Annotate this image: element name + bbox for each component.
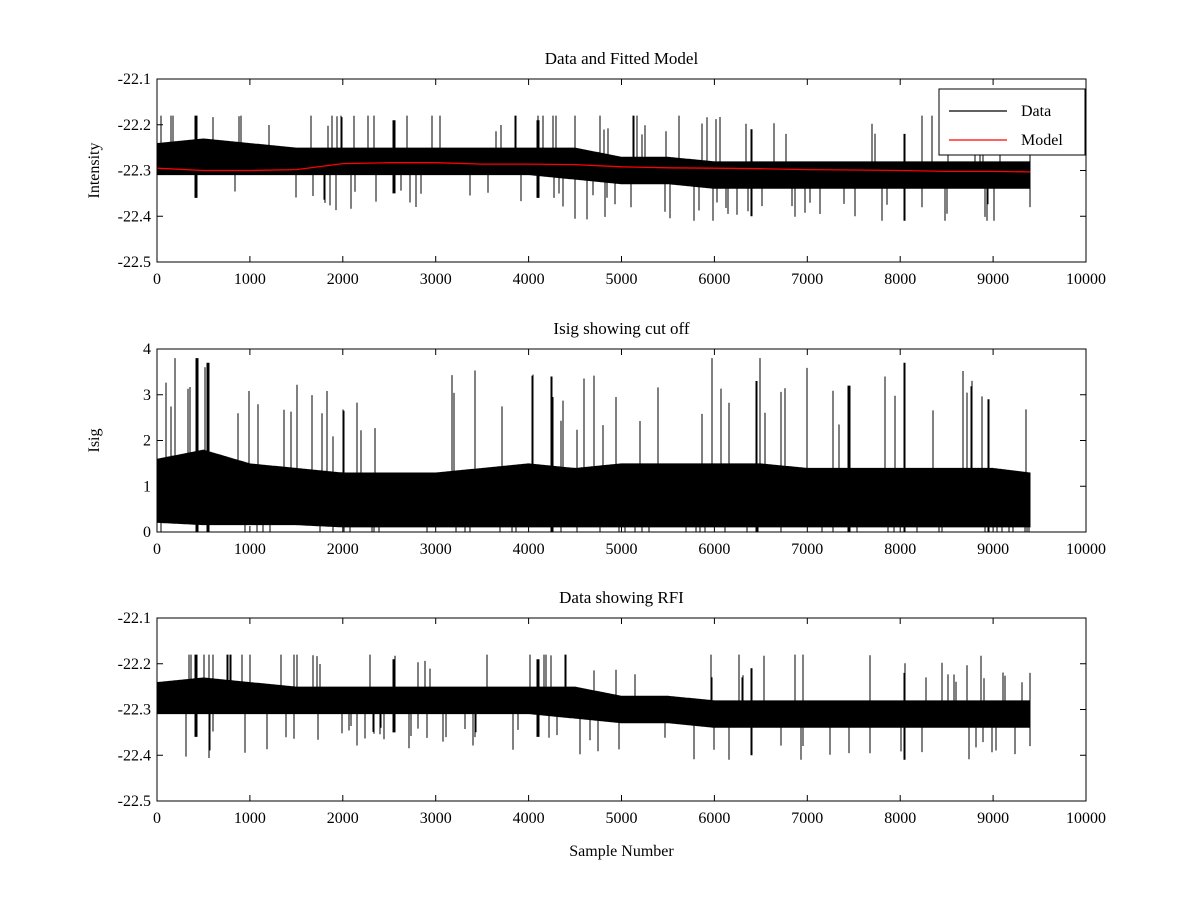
- y-axis-label-1: Intensity: [86, 143, 103, 199]
- y-axis-label-2: Isig: [86, 429, 103, 453]
- chart-title-2: Isig showing cut off: [553, 319, 689, 338]
- x-tick-label: 10000: [1066, 271, 1106, 288]
- legend-label-data: Data: [1021, 103, 1051, 120]
- x-tick-label: 5000: [606, 541, 638, 558]
- legend: Data Model: [938, 88, 1086, 156]
- y-tick-label: 0: [143, 524, 151, 541]
- y-tick-label: -22.3: [118, 163, 151, 180]
- x-tick-label: 8000: [884, 541, 916, 558]
- y-tick-label: 4: [143, 341, 151, 358]
- x-tick-label: 4000: [513, 541, 545, 558]
- legend-label-model: Model: [1021, 132, 1063, 149]
- x-tick-label: 4000: [513, 810, 545, 827]
- x-tick-label: 3000: [420, 541, 452, 558]
- x-tick-label: 7000: [791, 541, 823, 558]
- x-axis-label-3: Sample Number: [569, 843, 674, 860]
- x-tick-label: 8000: [884, 810, 916, 827]
- x-tick-label: 2000: [327, 810, 359, 827]
- y-tick-label: -22.4: [118, 747, 151, 764]
- x-tick-label: 0: [153, 810, 161, 827]
- x-tick-label: 5000: [606, 271, 638, 288]
- subplot-2: 0 1000 2000 3000 4000 5000 6000 7000 8000 9000 100…: [86, 319, 1106, 558]
- x-tick-label: 0: [153, 271, 161, 288]
- x-tick-label: 9000: [977, 810, 1009, 827]
- x-tick-label: 6000: [698, 810, 730, 827]
- y-tick-label: -22.5: [118, 793, 151, 810]
- subplot-3: 0 1000 2000 3000 4000 5000 6000 7000 8000 9000 100…: [118, 588, 1106, 860]
- x-tick-label: 2000: [327, 541, 359, 558]
- x-tick-label: 6000: [698, 271, 730, 288]
- y-tick-label: -22.4: [118, 208, 151, 225]
- subplot-1: 0 1000 2000 3000 4000 5000 6000 7000 8000 9000 100…: [86, 49, 1106, 288]
- chart-title-3: Data showing RFI: [559, 588, 684, 607]
- y-tick-label: -22.2: [118, 117, 151, 134]
- x-tick-label: 9000: [977, 271, 1009, 288]
- x-tick-label: 3000: [420, 810, 452, 827]
- x-tick-label: 10000: [1066, 541, 1106, 558]
- model-line-1: [156, 162, 1031, 173]
- x-tick-label: 3000: [420, 271, 452, 288]
- x-tick-label: 7000: [791, 271, 823, 288]
- legend-box: [938, 88, 1086, 156]
- y-tick-label: 3: [143, 387, 151, 404]
- y-tick-label: -22.2: [118, 656, 151, 673]
- x-tick-label: 4000: [513, 271, 545, 288]
- x-tick-label: 6000: [698, 541, 730, 558]
- x-tick-label: 0: [153, 541, 161, 558]
- x-tick-label: 1000: [234, 541, 266, 558]
- y-tick-label: -22.3: [118, 702, 151, 719]
- x-tick-label: 5000: [606, 810, 638, 827]
- x-tick-label: 1000: [234, 810, 266, 827]
- y-tick-label: -22.1: [118, 71, 151, 88]
- x-tick-label: 1000: [234, 271, 266, 288]
- x-tick-label: 10000: [1066, 810, 1106, 827]
- y-tick-label: 1: [143, 478, 151, 495]
- x-tick-label: 7000: [791, 810, 823, 827]
- y-tick-label: 2: [143, 433, 151, 450]
- y-tick-label: -22.1: [118, 610, 151, 627]
- x-tick-label: 9000: [977, 541, 1009, 558]
- y-tick-label: -22.5: [118, 254, 151, 271]
- x-tick-label: 2000: [327, 271, 359, 288]
- x-tick-label: 8000: [884, 271, 916, 288]
- chart-title-1: Data and Fitted Model: [545, 49, 699, 68]
